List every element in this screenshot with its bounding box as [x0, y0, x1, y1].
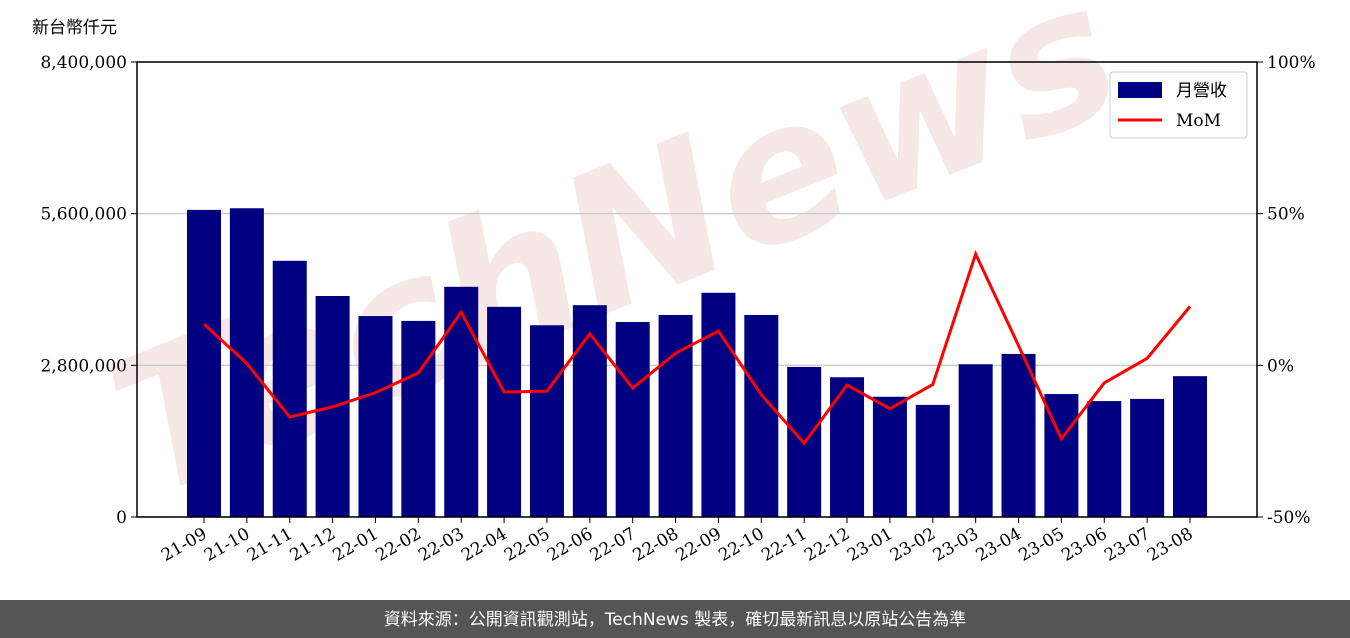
bar — [1087, 401, 1122, 517]
x-tick-label: 23-05 — [1015, 524, 1067, 566]
x-tick-label: 22-05 — [501, 524, 553, 566]
footer: 資料來源：公開資訊觀測站，TechNews 製表，確切最新訊息以原站公告為準 — [384, 610, 966, 630]
x-tick-label: 22-10 — [715, 524, 767, 566]
x-tick-label: 22-09 — [672, 524, 724, 566]
line — [202, 249, 1192, 446]
bar — [1001, 353, 1036, 517]
y-tick-label: 0 — [116, 508, 127, 528]
bar — [872, 396, 907, 517]
bar — [401, 320, 436, 517]
legend-label: MoM — [1176, 111, 1221, 131]
x-tick-label: 22-12 — [801, 524, 853, 566]
y2-tick-label: 100% — [1267, 53, 1316, 73]
bar — [487, 306, 522, 517]
x-tick-label: 22-06 — [544, 524, 596, 566]
bar — [444, 286, 479, 517]
x-tick-label: 22-03 — [415, 524, 467, 566]
y2-tick-label: 50% — [1267, 205, 1305, 225]
x-tick-label: 22-11 — [758, 524, 810, 566]
bar — [187, 209, 221, 517]
x-tick-label: 21-10 — [201, 524, 253, 566]
legend-label: 月營收 — [1176, 81, 1227, 101]
x-tick-label: 23-01 — [844, 524, 896, 566]
x-tick-label: 22-01 — [330, 524, 382, 566]
x-tick-label: 23-04 — [973, 524, 1025, 566]
x-tick-label: 21-11 — [244, 524, 296, 566]
bar — [529, 325, 564, 517]
y2-tick-label: -50% — [1267, 508, 1311, 528]
bar — [358, 316, 393, 517]
plot-frame — [136, 61, 1258, 518]
bar — [830, 377, 865, 517]
legend-swatch — [1118, 82, 1162, 98]
x-tick-label: 22-08 — [630, 524, 682, 566]
bar — [272, 260, 307, 517]
x-tick-label: 23-08 — [1144, 524, 1196, 566]
bar — [658, 314, 693, 517]
bar — [615, 322, 650, 517]
x-tick-label: 23-02 — [887, 524, 939, 566]
x-tick-label: 23-03 — [930, 524, 982, 566]
x-tick-label: 23-06 — [1058, 524, 1110, 566]
footer-band — [0, 600, 1350, 638]
y-tick-label: 5,600,000 — [40, 205, 127, 225]
bar — [1130, 398, 1165, 517]
x-tick-label: 22-04 — [458, 524, 510, 566]
bar — [572, 305, 607, 517]
x-tick-label: 22-02 — [372, 524, 424, 566]
x-tick-label: 22-07 — [587, 524, 639, 566]
x-tick-label: 21-12 — [287, 524, 339, 566]
y-axis-label: 新台幣仟元 — [32, 18, 117, 38]
bar — [958, 364, 993, 517]
bar — [1173, 376, 1208, 517]
y-tick-label: 2,800,000 — [40, 356, 127, 376]
bar — [915, 404, 950, 517]
y2-tick-label: 0% — [1267, 356, 1294, 376]
x-tick-label: 23-07 — [1101, 524, 1153, 566]
bar — [701, 292, 736, 517]
bar — [744, 314, 779, 517]
y-tick-label: 8,400,000 — [40, 53, 127, 73]
